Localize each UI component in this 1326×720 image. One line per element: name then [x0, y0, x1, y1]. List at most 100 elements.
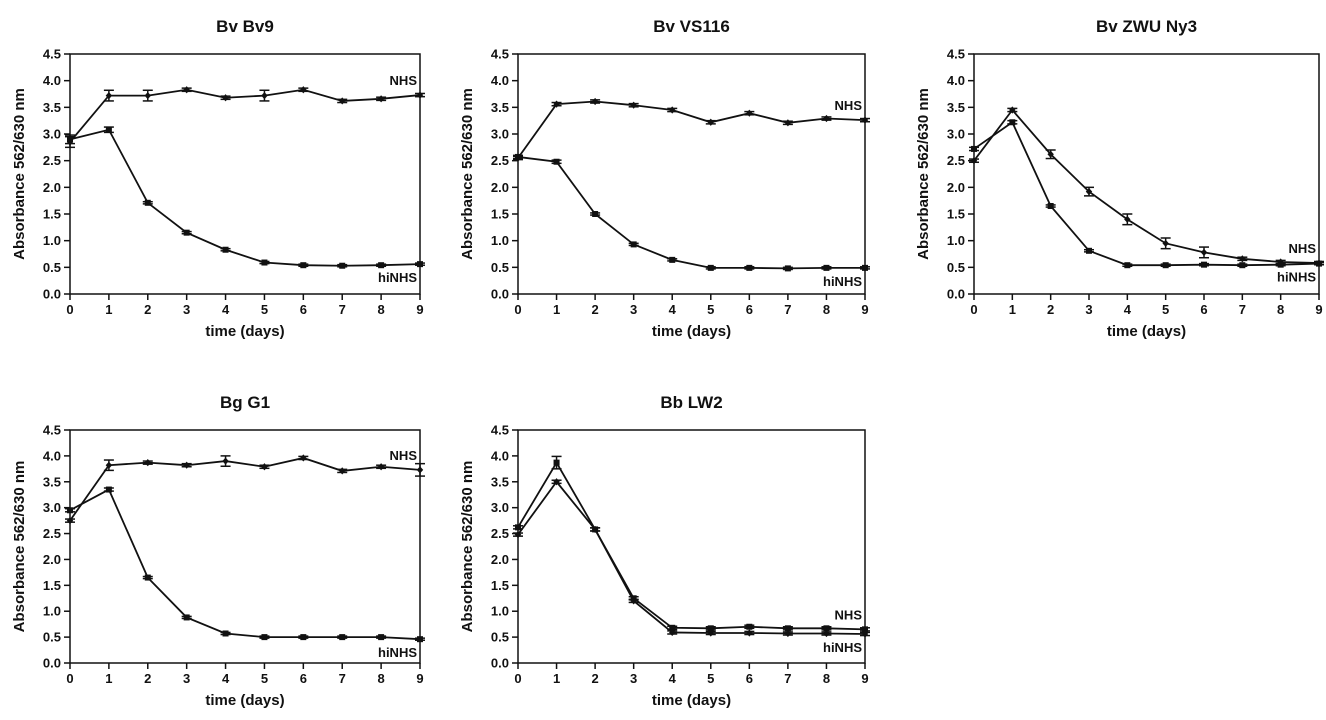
x-tick-label: 1: [105, 671, 112, 686]
data-point: [669, 624, 676, 631]
chart-panel-4: Bg G1 0.0 0.5 1.0 1.5 2.0 2.5 3.0 3.5 4.0 4.5 0 1 2 3 4…: [11, 393, 425, 709]
data-point: [1200, 248, 1208, 256]
x-tick-label: 9: [416, 671, 423, 686]
x-tick-label: 4: [222, 302, 230, 317]
data-point: [707, 625, 714, 632]
x-tick-label: 1: [105, 302, 112, 317]
data-point: [261, 259, 268, 266]
data-point: [378, 262, 385, 269]
y-tick-label: 4.5: [43, 47, 61, 62]
data-point: [862, 264, 868, 271]
data-point: [105, 486, 112, 493]
y-axis-label: Absorbance 562/630 nm: [915, 88, 932, 260]
data-point: [591, 525, 599, 534]
x-tick-label: 3: [1085, 302, 1092, 317]
series-line: [69, 488, 421, 641]
data-point: [67, 136, 73, 143]
x-tick-label: 4: [222, 671, 230, 686]
data-point: [1009, 119, 1016, 126]
y-tick-label: 4.0: [947, 73, 965, 88]
series-name-label: NHS: [835, 607, 863, 622]
data-point: [669, 628, 676, 637]
y-tick-label: 0.5: [43, 630, 61, 645]
x-tick-label: 3: [183, 671, 190, 686]
data-point: [553, 459, 560, 466]
data-point: [1124, 262, 1131, 269]
data-point: [1239, 255, 1246, 263]
data-point: [66, 517, 74, 525]
x-tick-label: 6: [746, 302, 753, 317]
y-axis-label: Absorbance 562/630 nm: [11, 461, 28, 633]
x-tick-label: 8: [1277, 302, 1284, 317]
series-hiNHS: [513, 153, 870, 272]
data-point: [339, 97, 346, 105]
data-point: [1162, 262, 1169, 269]
series-name-label: hiNHS: [823, 640, 862, 655]
data-point: [630, 597, 637, 605]
data-point: [144, 92, 151, 100]
plot-frame: [69, 53, 421, 295]
chart-title: Bg G1: [220, 393, 270, 412]
x-tick-label: 2: [591, 671, 598, 686]
data-point: [630, 241, 637, 248]
y-tick-label: 1.0: [947, 233, 965, 248]
series-line: [973, 120, 1320, 267]
data-point: [183, 461, 190, 469]
x-tick-label: 7: [339, 302, 346, 317]
series-name-label: NHS: [390, 73, 418, 88]
plot-frame: [517, 53, 866, 295]
x-axis-label: time (days): [205, 323, 284, 340]
data-point: [746, 629, 753, 637]
y-tick-label: 0.5: [491, 260, 509, 275]
data-point: [144, 199, 151, 206]
data-point: [1201, 261, 1207, 268]
x-tick-label: 1: [553, 302, 560, 317]
x-tick-label: 8: [823, 671, 830, 686]
x-tick-label: 5: [707, 671, 714, 686]
series-name-label: hiNHS: [823, 274, 862, 289]
data-point: [144, 574, 151, 581]
series-hiNHS: [65, 126, 425, 269]
x-tick-label: 2: [1047, 302, 1054, 317]
data-point: [105, 126, 112, 133]
y-tick-label: 3.0: [491, 127, 509, 142]
data-point: [707, 118, 714, 126]
x-tick-label: 4: [669, 302, 677, 317]
y-tick-label: 1.5: [43, 578, 61, 593]
data-point: [591, 97, 599, 106]
x-tick-label: 3: [630, 671, 637, 686]
y-tick-label: 3.5: [491, 474, 509, 489]
data-point: [377, 95, 385, 103]
y-tick-label: 2.5: [491, 526, 509, 541]
y-tick-label: 4.0: [491, 448, 509, 463]
series-hiNHS: [513, 478, 870, 638]
y-tick-label: 4.0: [491, 73, 509, 88]
data-point: [105, 461, 113, 469]
y-tick-label: 2.5: [43, 153, 61, 168]
chart-panel-2: Bv VS116 0.0 0.5 1.0 1.5 2.0 2.5 3.0 3.5 4.0 4.5 0 1…: [459, 17, 870, 340]
y-tick-label: 0.5: [491, 630, 509, 645]
x-tick-label: 5: [261, 302, 268, 317]
data-point: [823, 114, 830, 123]
data-point: [1316, 260, 1322, 267]
y-tick-label: 3.5: [947, 100, 965, 115]
y-tick-label: 3.0: [947, 127, 965, 142]
data-point: [553, 100, 560, 108]
x-tick-label: 7: [1239, 302, 1246, 317]
x-tick-label: 6: [300, 302, 307, 317]
data-point: [261, 634, 268, 641]
data-point: [514, 530, 522, 539]
data-point: [339, 467, 346, 475]
plot-frame: [69, 429, 421, 664]
x-tick-label: 2: [144, 671, 151, 686]
data-point: [707, 264, 714, 271]
x-tick-label: 9: [416, 302, 423, 317]
y-tick-label: 4.0: [43, 73, 61, 88]
y-tick-label: 2.0: [491, 180, 509, 195]
y-tick-label: 1.0: [43, 604, 61, 619]
x-tick-label: 7: [339, 671, 346, 686]
x-axis-label: time (days): [652, 692, 731, 709]
y-tick-label: 1.5: [947, 207, 965, 222]
y-tick-label: 3.5: [43, 474, 61, 489]
